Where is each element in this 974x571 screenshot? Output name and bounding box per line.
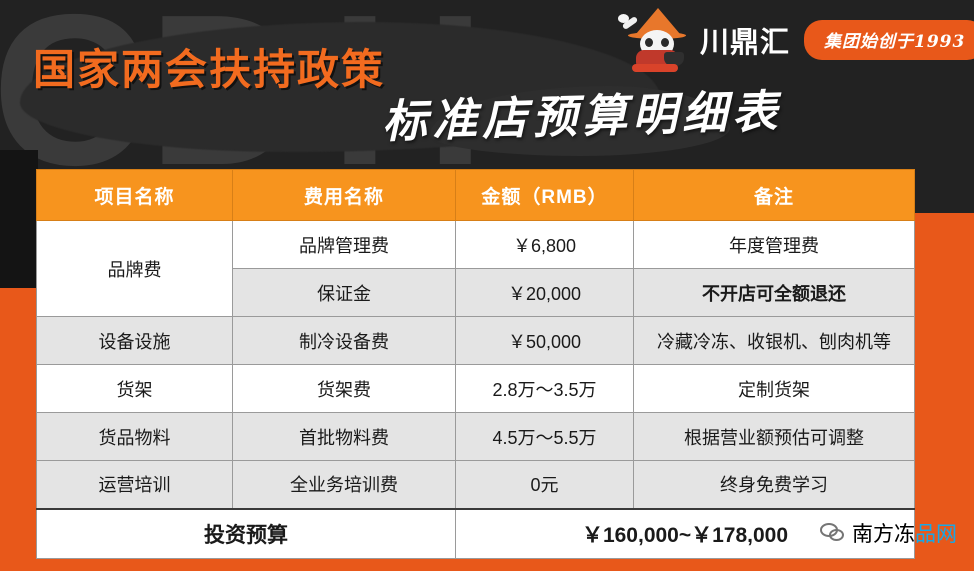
cell-remark: 不开店可全额退还 (633, 268, 915, 317)
total-label: 投资预算 (36, 507, 456, 559)
brand-name: 川鼎汇 (700, 27, 791, 59)
cell-fee-name: 全业务培训费 (232, 460, 456, 509)
cell-remark: 定制货架 (633, 364, 915, 413)
cell-project-name: 品牌费 (36, 220, 233, 317)
table-row: 货品物料 首批物料费 4.5万～5.5万 根据营业额预估可调整 (36, 412, 915, 461)
cell-project-name: 设备设施 (36, 316, 233, 365)
brand-logo: 川鼎汇 集团始创于1993 (618, 6, 974, 74)
cell-fee-name: 制冷设备费 (232, 316, 456, 365)
cell-amount: ￥6,800 (455, 220, 634, 269)
left-black-panel (0, 150, 38, 290)
column-header-project: 项目名称 (36, 169, 233, 221)
cell-project-name: 货品物料 (36, 412, 233, 461)
table-row: 货架 货架费 2.8万～3.5万 定制货架 (36, 364, 915, 413)
cell-project-name: 货架 (36, 364, 233, 413)
cell-remark: 年度管理费 (633, 220, 915, 269)
budget-table-container: 项目名称 费用名称 金额（RMB） 备注 品牌费 品牌管理费 ￥6,800 年度管理费… (36, 169, 915, 559)
column-header-fee: 费用名称 (232, 169, 456, 221)
panda-chef-icon (618, 6, 692, 74)
table-row: 设备设施 制冷设备费 ￥50,000 冷藏冷冻、收银机、刨肉机等 (36, 316, 915, 365)
table-row: 品牌费 品牌管理费 ￥6,800 年度管理费 (36, 220, 915, 317)
brand-founded-badge: 集团始创于1993 (804, 20, 974, 60)
cell-remark: 终身免费学习 (633, 460, 915, 509)
column-header-remark: 备注 (633, 169, 915, 221)
table-total-row: 投资预算 ￥160,000~￥178,000 (36, 507, 915, 559)
cell-fee-name: 保证金 (232, 268, 456, 317)
left-orange-strip (0, 288, 38, 571)
cell-fee-name: 首批物料费 (232, 412, 456, 461)
table-row: 运营培训 全业务培训费 0元 终身免费学习 (36, 460, 915, 509)
wechat-icon (820, 523, 846, 543)
cell-project-name: 运营培训 (36, 460, 233, 509)
cell-amount: 2.8万～3.5万 (455, 364, 634, 413)
cell-fee-name: 货架费 (232, 364, 456, 413)
table-header: 项目名称 费用名称 金额（RMB） 备注 (36, 169, 915, 221)
cell-remark: 根据营业额预估可调整 (633, 412, 915, 461)
table-row: 保证金 ￥20,000 不开店可全额退还 (37, 268, 915, 317)
cell-amount: 4.5万～5.5万 (455, 412, 634, 461)
cell-amount: ￥20,000 (455, 268, 634, 317)
table-header-row: 项目名称 费用名称 金额（RMB） 备注 (36, 169, 915, 221)
table-body: 品牌费 品牌管理费 ￥6,800 年度管理费 保证金 ￥20,000 不开店可全额退还 设备设… (36, 220, 915, 559)
column-header-amount: 金额（RMB） (455, 169, 634, 221)
cell-amount: ￥50,000 (455, 316, 634, 365)
budget-table: 项目名称 费用名称 金额（RMB） 备注 品牌费 品牌管理费 ￥6,800 年度管理费… (36, 169, 915, 559)
cell-fee-name: 品牌管理费 (232, 220, 456, 269)
source-watermark-text: 南方冻品网 (852, 523, 957, 546)
page-subtitle: 标准店预算明细表 (381, 84, 783, 149)
cell-amount: 0元 (455, 460, 634, 509)
cell-remark: 冷藏冷冻、收银机、刨肉机等 (633, 316, 915, 365)
source-watermark: 南方冻品网 (820, 518, 957, 548)
page-title: 国家两会扶持政策 (33, 46, 386, 93)
